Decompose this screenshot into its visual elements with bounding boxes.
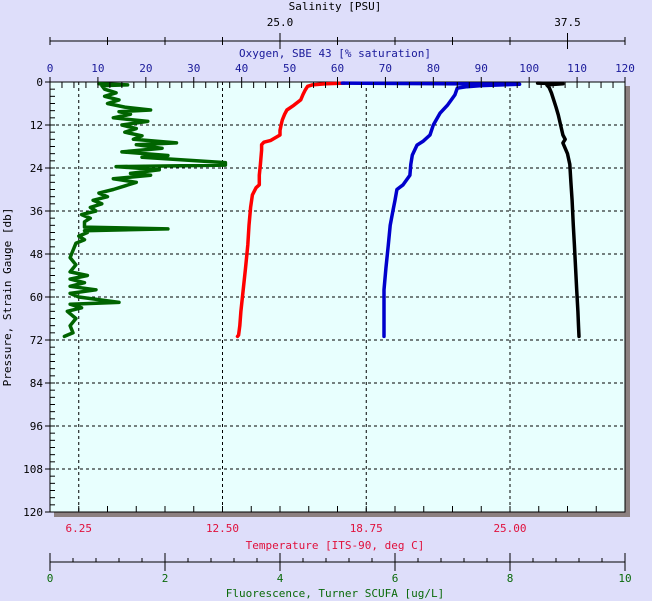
y-tick-label: 36 [30, 205, 43, 218]
salinity-profile-line [535, 81, 581, 339]
y-tick-label: 24 [30, 162, 44, 175]
oxygen-profile-line [340, 81, 522, 339]
y-tick-label: 48 [30, 248, 43, 261]
temperature-tick-label: 6.25 [66, 522, 93, 535]
temperature-tick-label: 25.00 [493, 522, 526, 535]
oxygen-tick-label: 80 [427, 62, 440, 75]
oxygen-tick-label: 20 [139, 62, 152, 75]
temperature-axis-title: Temperature [ITS-90, deg C] [246, 539, 425, 552]
y-tick-label: 120 [23, 506, 43, 519]
fluorescence-tick-label: 6 [392, 572, 399, 585]
temperature-tick-label: 18.75 [350, 522, 383, 535]
pressure-axis-title: Pressure, Strain Gauge [db] [1, 208, 14, 387]
temperature-profile-line [235, 81, 347, 339]
oxygen-tick-label: 50 [283, 62, 296, 75]
fluorescence-axis-title: Fluorescence, Turner SCUFA [ug/L] [226, 587, 445, 600]
salinity-axis-title: Salinity [PSU] [289, 0, 382, 13]
oxygen-tick-label: 100 [519, 62, 539, 75]
oxygen-tick-label: 70 [379, 62, 392, 75]
salinity-tick-label: 37.5 [554, 16, 581, 29]
y-tick-label: 60 [30, 291, 43, 304]
oxygen-tick-label: 90 [475, 62, 488, 75]
oxygen-tick-label: 30 [187, 62, 200, 75]
y-tick-label: 0 [36, 76, 43, 89]
y-tick-label: 12 [30, 119, 43, 132]
y-tick-label: 108 [23, 463, 43, 476]
y-tick-label: 72 [30, 334, 43, 347]
y-tick-label: 84 [30, 377, 44, 390]
y-tick-label: 96 [30, 420, 43, 433]
fluorescence-tick-label: 10 [618, 572, 631, 585]
fluorescence-tick-label: 2 [162, 572, 169, 585]
fluorescence-tick-label: 0 [47, 572, 54, 585]
oxygen-tick-label: 120 [615, 62, 635, 75]
series-group [62, 81, 581, 339]
oxygen-tick-label: 60 [331, 62, 344, 75]
fluorescence-tick-label: 4 [277, 572, 284, 585]
oxygen-tick-label: 110 [567, 62, 587, 75]
oxygen-tick-label: 0 [47, 62, 54, 75]
oxygen-axis-title: Oxygen, SBE 43 [% saturation] [239, 47, 431, 60]
oxygen-tick-label: 10 [91, 62, 104, 75]
fluorescence-profile-line [62, 82, 228, 339]
oxygen-tick-label: 40 [235, 62, 248, 75]
salinity-tick-label: 25.0 [267, 16, 294, 29]
fluorescence-tick-label: 8 [507, 572, 514, 585]
temperature-tick-label: 12.50 [206, 522, 239, 535]
